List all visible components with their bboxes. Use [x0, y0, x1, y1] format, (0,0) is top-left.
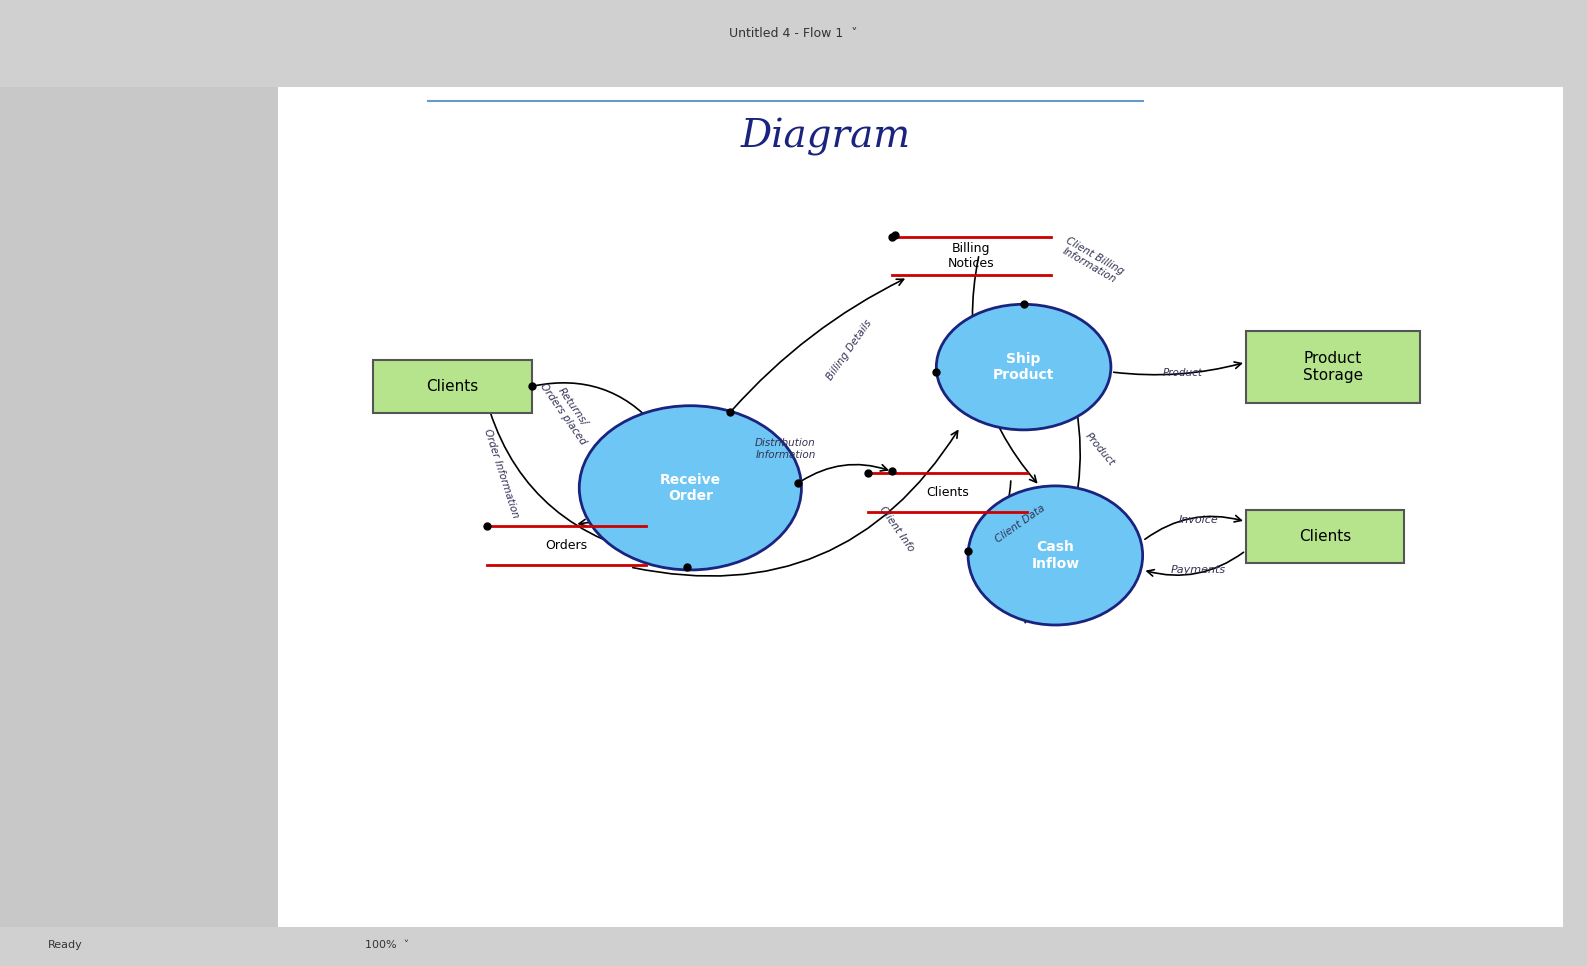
FancyBboxPatch shape: [373, 359, 532, 413]
FancyBboxPatch shape: [1246, 331, 1420, 404]
Text: Product
Storage: Product Storage: [1303, 351, 1363, 384]
Text: Cash
Inflow: Cash Inflow: [1032, 540, 1079, 571]
FancyArrowPatch shape: [535, 383, 655, 426]
FancyArrowPatch shape: [1025, 308, 1081, 623]
Text: Invoice: Invoice: [1178, 515, 1219, 525]
Text: Client Info: Client Info: [878, 505, 916, 554]
Text: Distribution
Information: Distribution Information: [755, 439, 816, 460]
Ellipse shape: [936, 304, 1111, 430]
Text: Untitled 4 - Flow 1  ˅: Untitled 4 - Flow 1 ˅: [730, 27, 857, 41]
FancyArrowPatch shape: [579, 520, 686, 565]
Text: Ship
Product: Ship Product: [993, 352, 1054, 383]
FancyBboxPatch shape: [1246, 510, 1404, 562]
Text: Billing Details: Billing Details: [825, 318, 873, 382]
Text: 100%  ˅: 100% ˅: [365, 940, 409, 950]
FancyArrowPatch shape: [633, 431, 957, 576]
FancyArrowPatch shape: [732, 279, 903, 411]
Text: Diagram: Diagram: [740, 118, 911, 156]
Text: Receive
Order: Receive Order: [660, 472, 720, 503]
Text: Client Data: Client Data: [993, 502, 1047, 545]
FancyArrowPatch shape: [973, 257, 1036, 482]
Text: Clients: Clients: [927, 486, 968, 499]
Text: Billing
Notices: Billing Notices: [947, 242, 995, 270]
Text: Clients: Clients: [1300, 528, 1351, 544]
Text: Ready: Ready: [48, 940, 83, 950]
Text: Client Billing
Information: Client Billing Information: [1059, 235, 1125, 287]
Text: Payments: Payments: [1171, 565, 1225, 575]
FancyArrowPatch shape: [1147, 553, 1244, 576]
Ellipse shape: [579, 406, 801, 570]
FancyArrowPatch shape: [971, 481, 1011, 572]
FancyArrowPatch shape: [1114, 362, 1241, 375]
Text: Returns/
Orders placed: Returns/ Orders placed: [538, 375, 598, 446]
Text: Product: Product: [1162, 368, 1203, 378]
Ellipse shape: [968, 486, 1143, 625]
FancyArrowPatch shape: [800, 465, 887, 481]
Text: Product: Product: [1082, 431, 1117, 468]
Text: Orders: Orders: [546, 539, 587, 553]
Text: Order Information: Order Information: [482, 427, 521, 520]
Text: Clients: Clients: [427, 379, 478, 394]
Text: DATAFLOW: DATAFLOW: [525, 36, 903, 92]
FancyArrowPatch shape: [484, 396, 647, 554]
FancyArrowPatch shape: [1144, 516, 1241, 539]
